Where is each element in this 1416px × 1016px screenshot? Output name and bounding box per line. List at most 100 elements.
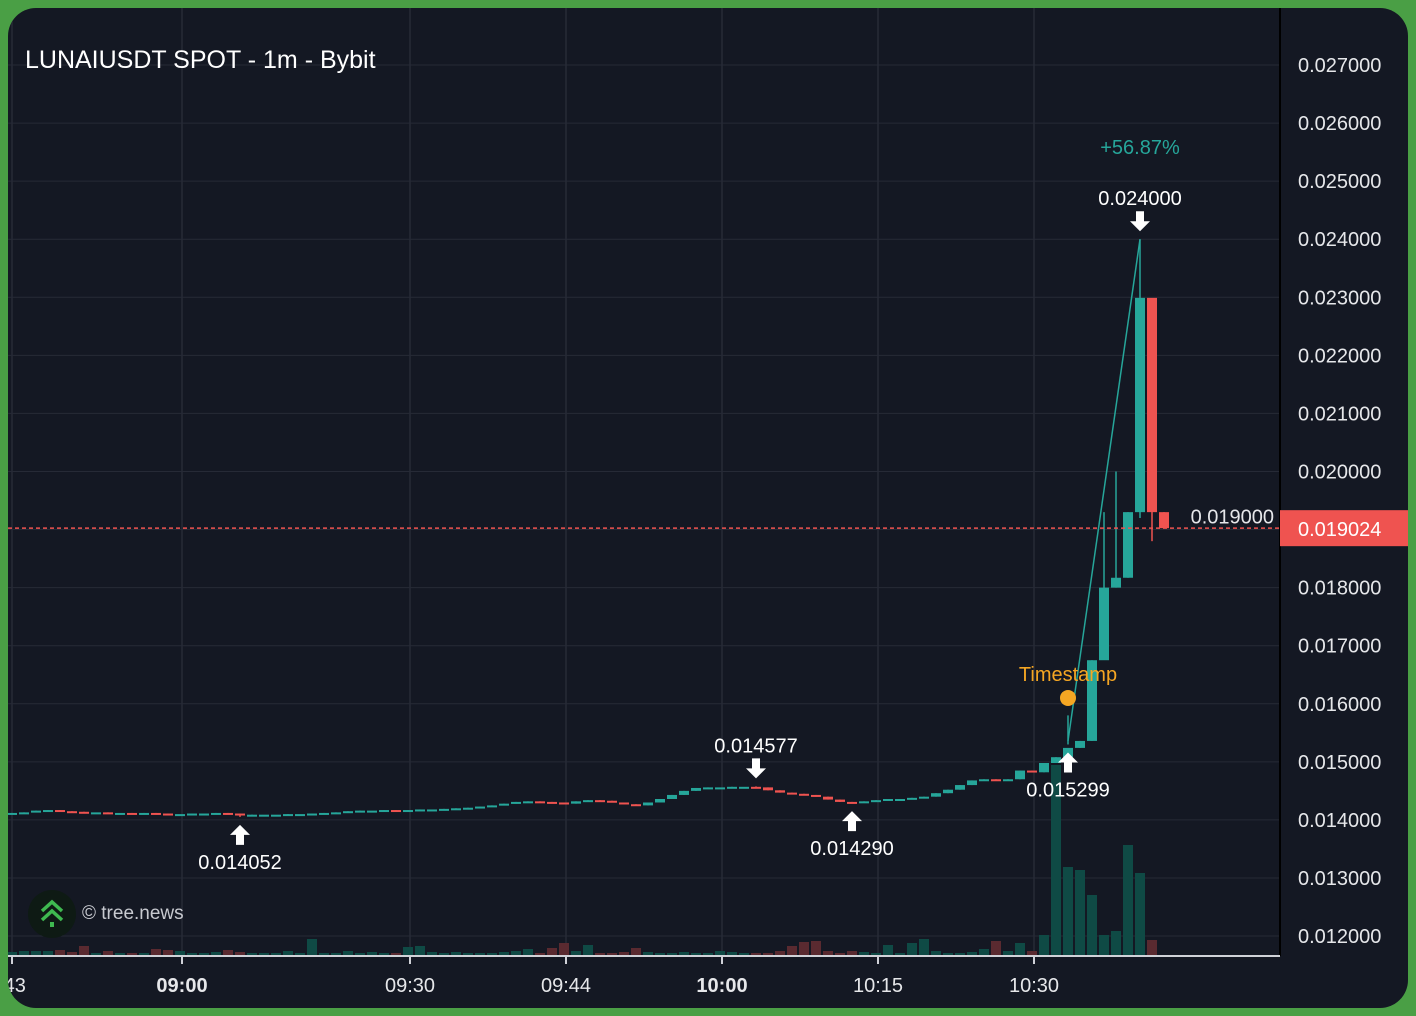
volume-bar xyxy=(319,953,329,955)
volume-bar xyxy=(727,952,737,955)
volume-bar xyxy=(379,953,389,955)
volume-bar xyxy=(643,952,653,955)
candle-body xyxy=(919,796,929,799)
volume-bar xyxy=(1075,870,1085,955)
candle-body xyxy=(343,811,353,814)
volume-bar xyxy=(115,953,125,955)
y-tick-label: 0.013000 xyxy=(1298,868,1381,890)
y-tick-label: 0.014000 xyxy=(1298,810,1381,832)
volume-bar xyxy=(1027,951,1037,955)
candle-body xyxy=(703,787,713,790)
volume-bar xyxy=(187,953,197,955)
candle-body xyxy=(1099,587,1109,661)
price-annotation: 0.014052 xyxy=(198,852,281,874)
volume-bar xyxy=(739,953,749,955)
candle-body xyxy=(979,779,989,782)
candle-body xyxy=(19,812,29,815)
candle-body xyxy=(571,801,581,804)
volume-bar xyxy=(1039,935,1049,955)
candle-body xyxy=(319,812,329,815)
volume-bar xyxy=(607,953,617,955)
volume-bar xyxy=(847,951,857,955)
candle-body xyxy=(739,786,749,789)
candle-body xyxy=(871,800,881,803)
candle-body xyxy=(763,787,773,791)
y-tick-label: 0.023000 xyxy=(1298,287,1381,309)
candle-body xyxy=(1015,770,1025,780)
volume-bar xyxy=(991,941,1001,955)
volume-bar xyxy=(439,953,449,955)
candle-body xyxy=(1039,763,1049,773)
volume-bar xyxy=(259,953,269,955)
candlestick-chart[interactable]: 0.027000 0.026000 0.025000 0.024000 0.023000… xyxy=(8,8,1408,1008)
candle-body xyxy=(79,811,89,814)
volume-bar xyxy=(895,953,905,955)
volume-bar xyxy=(823,951,833,955)
candle-body xyxy=(403,810,413,813)
candle-body xyxy=(811,794,821,797)
x-tick-label: 09:00 xyxy=(156,975,207,997)
candle-body xyxy=(259,814,269,817)
volume-bar xyxy=(91,953,101,955)
arrow-down-icon xyxy=(746,758,766,779)
volume-bar xyxy=(367,952,377,955)
y-tick-label: 0.016000 xyxy=(1298,694,1381,716)
candle-body xyxy=(931,793,941,797)
candle-body xyxy=(1027,770,1037,773)
candle-body xyxy=(187,813,197,816)
candle-body xyxy=(199,813,209,816)
y-tick-label: 0.015000 xyxy=(1298,752,1381,774)
volume-bar xyxy=(127,953,137,955)
candle-body xyxy=(91,812,101,815)
volume-bar xyxy=(1123,845,1133,955)
candle-body xyxy=(307,813,317,816)
volume-bar xyxy=(919,939,929,955)
price-annotation: 0.015299 xyxy=(1026,779,1109,801)
volume-bar xyxy=(235,952,245,955)
volume-bar xyxy=(55,950,65,955)
volume-bar xyxy=(355,953,365,955)
volume-bar xyxy=(139,953,149,955)
volume-bar xyxy=(151,949,161,955)
candle-body xyxy=(55,810,65,813)
volume-bar xyxy=(475,953,485,955)
candle-body xyxy=(367,810,377,813)
current-price-tag xyxy=(1280,510,1408,547)
candle-body xyxy=(499,803,509,806)
volume-bar xyxy=(535,953,545,955)
candle-body xyxy=(883,799,893,802)
volume-bar xyxy=(631,948,641,955)
candle-body xyxy=(127,812,137,815)
volume-bar xyxy=(499,952,509,955)
volume-bar xyxy=(1003,951,1013,955)
candle-body xyxy=(679,790,689,795)
timestamp-label: Timestamp xyxy=(1019,664,1117,686)
volume-bar xyxy=(1099,935,1109,955)
candle-body xyxy=(439,808,449,811)
volume-bar xyxy=(343,951,353,955)
candle-body xyxy=(775,790,785,793)
candle-body xyxy=(823,796,833,800)
candle-body xyxy=(727,786,737,789)
candle-body xyxy=(967,780,977,786)
volume-bar xyxy=(955,953,965,955)
candle-body xyxy=(1051,757,1061,764)
watermark: © tree.news xyxy=(28,890,184,938)
candle-body xyxy=(1087,660,1097,741)
chart-title: LUNAIUSDT SPOT - 1m - Bybit xyxy=(25,46,376,74)
candle-body xyxy=(223,812,233,815)
tree-news-logo-icon xyxy=(28,890,76,938)
volume-bar xyxy=(583,945,593,955)
volume-bar xyxy=(1015,943,1025,955)
candle-body xyxy=(523,801,533,804)
candle-body xyxy=(247,814,257,817)
timestamp-dot xyxy=(1060,689,1076,706)
candle-body xyxy=(1147,297,1157,513)
candle-body xyxy=(463,807,473,810)
volume-bar xyxy=(1051,765,1061,955)
candle-body xyxy=(415,809,425,812)
percent-change-label: +56.87% xyxy=(1100,137,1180,159)
volume-bar xyxy=(559,943,569,955)
volume-bar xyxy=(967,952,977,955)
y-tick-label: 0.018000 xyxy=(1298,578,1381,600)
